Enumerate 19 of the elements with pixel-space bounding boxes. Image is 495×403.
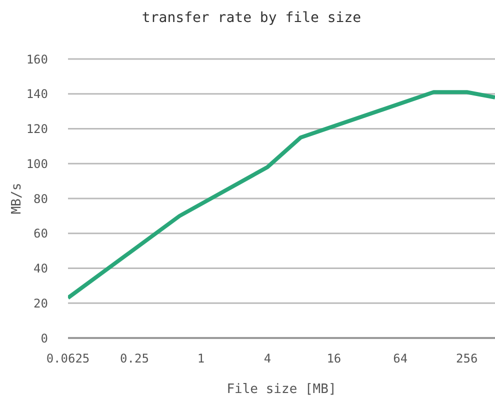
x-axis-title: File size [MB]: [226, 382, 336, 397]
y-tick-label: 40: [34, 262, 48, 276]
x-tick-label: 256: [456, 352, 478, 366]
y-tick-label: 160: [26, 52, 48, 66]
y-tick-label: 80: [34, 192, 48, 206]
x-tick-label: 4: [264, 352, 272, 366]
y-axis-title: MB/s: [10, 182, 25, 214]
y-tick-label: 120: [26, 122, 48, 136]
y-tick-label: 140: [26, 87, 48, 102]
y-tick-label: 60: [34, 226, 48, 241]
y-tick-label: 0: [40, 331, 48, 346]
x-tick-label: 16: [326, 352, 342, 366]
x-tick-label: 0.0625: [46, 352, 90, 366]
y-tick-label: 100: [26, 156, 48, 171]
x-tick-label: 64: [393, 352, 408, 366]
x-tick-label: 0.25: [120, 352, 149, 366]
y-tick-label: 20: [34, 296, 48, 310]
x-tick-label: 1: [197, 352, 205, 366]
chart-title: transfer rate by file size: [140, 10, 362, 26]
